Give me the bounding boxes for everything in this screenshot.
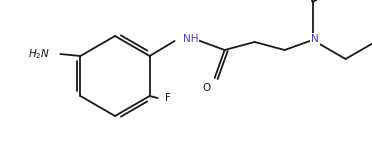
Text: O: O bbox=[202, 83, 211, 93]
Text: F: F bbox=[165, 93, 170, 103]
Text: N: N bbox=[311, 34, 318, 44]
Text: $H_2N$: $H_2N$ bbox=[28, 47, 50, 61]
Text: N: N bbox=[311, 34, 318, 44]
Text: NH: NH bbox=[183, 34, 198, 44]
